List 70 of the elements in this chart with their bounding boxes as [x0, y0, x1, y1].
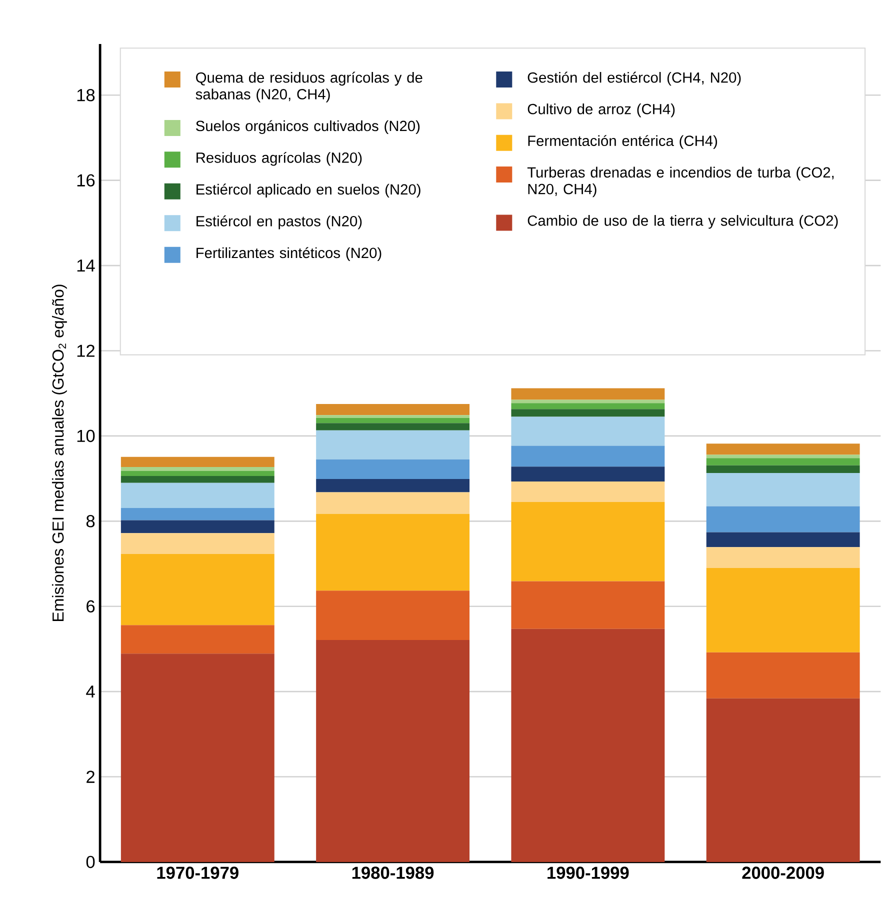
y-tick-label: 18 [77, 88, 94, 102]
bar [706, 698, 860, 862]
bar [316, 514, 470, 591]
bar [511, 416, 665, 446]
bar [511, 581, 665, 629]
bar [316, 423, 470, 430]
bar [511, 403, 665, 410]
y-tick-label: 16 [77, 174, 94, 186]
y-axis-title: Emisiones GEI medias anuales (GtCO$_{2}$ eq/año) [52, 284, 67, 621]
x-tick-label: 2000-2009 [742, 866, 824, 879]
x-tick-label: 1990-1999 [547, 866, 629, 879]
legend-label: Cultivo de arroz (CH4) [528, 104, 674, 118]
bar [316, 459, 470, 479]
legend-label: Gestión del estiércol (CH4, N20) [528, 72, 741, 86]
bar [706, 465, 860, 474]
legend-label: Suelos orgánicos cultivados (N20) [196, 120, 420, 134]
bar [706, 568, 860, 652]
bar [316, 590, 470, 640]
bar [120, 508, 274, 520]
bar [316, 640, 470, 862]
legend-label: Cambio de uso de la tierra y selvicultura (CO2) [528, 215, 838, 229]
legend-label: Turberas drenadas e incendios de turba (CO2, N20, CH4) [527, 166, 834, 198]
bar [706, 532, 860, 548]
y-tick-label: 10 [77, 430, 95, 442]
bar [120, 554, 274, 626]
legend-label: Fertilizantes sintéticos (N20) [196, 247, 382, 261]
bar [706, 473, 860, 506]
bar [120, 520, 274, 534]
y-tick-label: 2 [86, 770, 94, 783]
bar [120, 625, 274, 654]
bar [706, 454, 860, 458]
bar [120, 470, 274, 476]
bar [120, 456, 274, 468]
bar [316, 404, 470, 416]
bar [120, 533, 274, 554]
y-tick-label: 6 [86, 600, 94, 612]
legend-label: Quema de residuos agrícolas y de sabanas (N20, CH4) [196, 72, 422, 102]
bar [511, 502, 665, 582]
bar [316, 430, 470, 460]
bar [511, 628, 665, 862]
bar [706, 444, 860, 455]
y-tick-label: 12 [77, 344, 94, 357]
y-tick-label: 0 [86, 856, 95, 868]
y-tick-label: 14 [77, 260, 95, 272]
legend-label: Residuos agrícolas (N20) [196, 152, 362, 166]
bar [706, 458, 860, 466]
y-tick-label: 8 [86, 515, 94, 528]
bar [316, 478, 470, 492]
bar [120, 467, 274, 471]
bar [511, 388, 665, 400]
legend-label: Fermentación entérica (CH4) [528, 135, 717, 149]
x-tick-label: 1980-1989 [352, 866, 434, 879]
bar [316, 492, 470, 514]
bar [316, 418, 470, 424]
y-tick-label: 4 [86, 686, 95, 698]
bar [120, 654, 274, 862]
bar [706, 506, 860, 532]
bar [511, 400, 665, 404]
bar [511, 482, 665, 502]
bar [316, 415, 470, 418]
x-tick-label: 1970-1979 [157, 866, 238, 879]
legend-label: Estiércol aplicado en suelos (N20) [196, 184, 420, 198]
legend-label: Estiércol en pastos (N20) [196, 215, 362, 230]
bar [511, 466, 665, 482]
bar [120, 476, 274, 483]
bar [706, 652, 860, 698]
bar [511, 446, 665, 467]
bar [511, 409, 665, 417]
bar [120, 482, 274, 508]
bar [706, 547, 860, 568]
